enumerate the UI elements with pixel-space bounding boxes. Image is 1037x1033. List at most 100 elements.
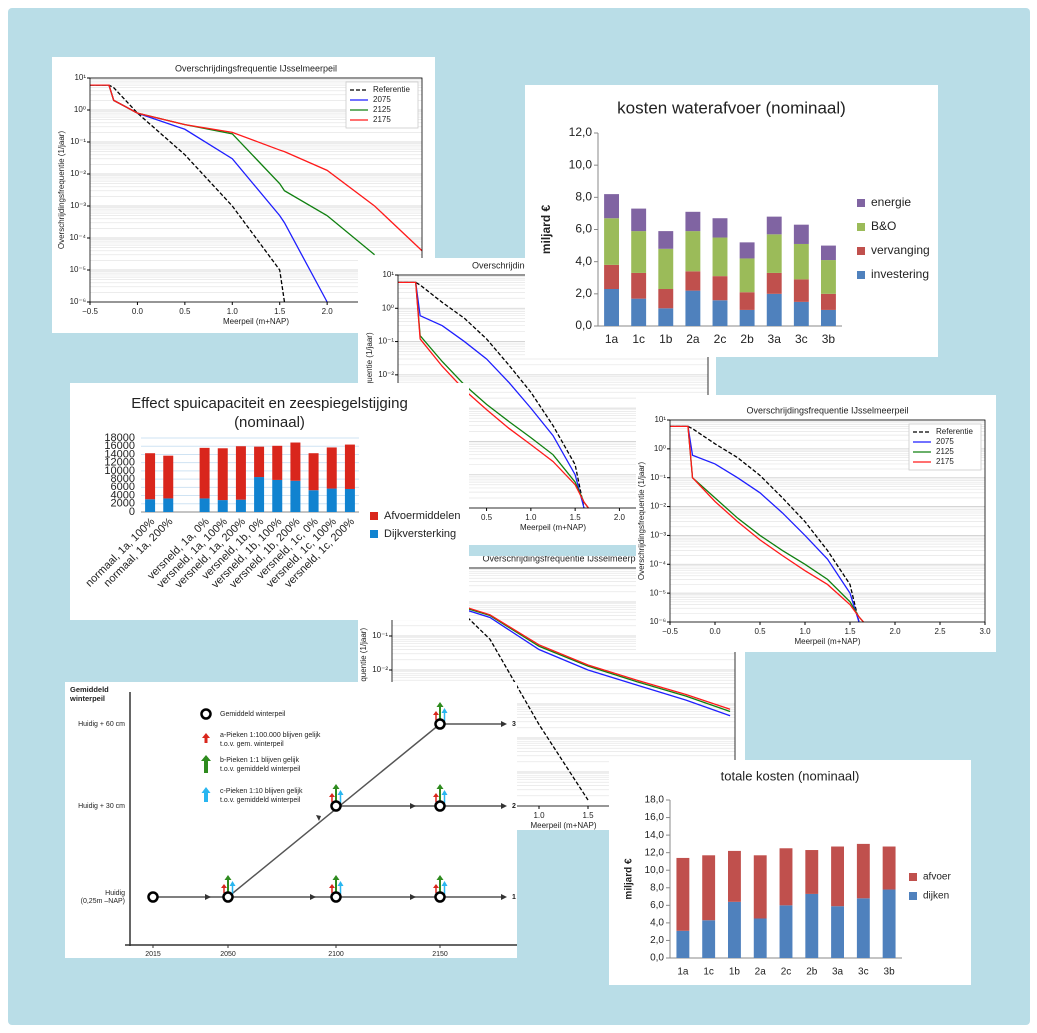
legend-marker	[200, 708, 212, 720]
y-tick-label: 4,0	[575, 254, 592, 268]
bar-segment	[712, 218, 728, 238]
peak-arrow	[433, 793, 439, 802]
legend-swatch	[857, 199, 865, 207]
chart-title: totale kosten (nominaal)	[721, 768, 860, 783]
bar-segment	[882, 846, 896, 890]
bar-segment	[702, 920, 716, 958]
y-tick-label: 2,0	[575, 286, 592, 300]
x-tick-label: 1.5	[570, 513, 582, 522]
legend-text: t.o.v. gem. winterpeil	[220, 741, 284, 748]
bar-segment	[766, 293, 782, 326]
bar-segment	[685, 290, 701, 326]
x-axis-label: Meerpeil (m+NAP)	[223, 317, 289, 326]
y-tick-label: 10⁻³	[70, 201, 86, 210]
bar-segment	[728, 901, 741, 958]
y-tick-label: 8,0	[575, 190, 592, 204]
bar-segment	[326, 447, 337, 489]
bar-segment	[235, 499, 246, 512]
peak-arrow	[441, 708, 448, 721]
y-tick-label: 10,0	[569, 157, 593, 171]
bar-segment	[676, 857, 690, 931]
series-line	[398, 281, 589, 509]
legend-label: Dijkversterking	[384, 528, 456, 540]
x-axis-label: Meerpeil (m+NAP)	[520, 523, 586, 532]
series-line	[670, 425, 864, 623]
legend-label: 2175	[373, 115, 391, 124]
x-tick-label: 2.0	[889, 627, 901, 636]
legend-label: Referentie	[373, 85, 410, 94]
chart-title: kosten waterafvoer (nominaal)	[617, 98, 846, 117]
bar-segment	[145, 453, 156, 500]
bar-segment	[793, 301, 809, 326]
bar-segment	[739, 258, 755, 293]
y-tick-label: 10⁻¹	[650, 473, 666, 482]
level-label: Huidig + 30 cm	[78, 803, 125, 810]
bar-segment	[779, 848, 793, 906]
bar-segment	[217, 448, 228, 501]
y-tick-label: 10⁻²	[70, 169, 86, 178]
arrowhead	[410, 894, 416, 900]
x-tick-label: 1b	[729, 967, 741, 978]
peak-arrow	[337, 881, 344, 894]
diagram-title: Gemiddeld	[70, 685, 109, 694]
y-axis-label: miljard €	[624, 858, 635, 900]
level-label: (0,25m –NAP)	[81, 898, 125, 905]
y-tick-label: 10⁻⁴	[649, 559, 666, 568]
x-tick-label: 3a	[768, 332, 782, 346]
y-axis-label: miljard €	[539, 205, 553, 255]
x-tick-label: 2.0	[614, 513, 626, 522]
y-tick-label: 6,0	[650, 900, 664, 911]
level-point	[330, 800, 342, 812]
y-tick-label: 10,0	[645, 865, 665, 876]
legend-text: b-Pieken 1:1 blijven gelijk	[220, 757, 299, 764]
y-tick-label: 10⁻¹	[378, 337, 394, 346]
bar-segment	[820, 293, 836, 310]
peak-arrow	[229, 881, 236, 894]
y-tick-label: 10⁰	[74, 105, 86, 114]
y-tick-label: 10⁻²	[650, 502, 666, 511]
legend-swatch	[857, 271, 865, 279]
legend-label: B&O	[871, 219, 896, 233]
x-tick-label: 1.0	[533, 811, 545, 820]
y-tick-label: 2000	[111, 498, 135, 510]
x-tick-label: 0.5	[754, 627, 766, 636]
y-tick-label: 8000	[111, 473, 135, 485]
bar-segment	[290, 442, 301, 481]
peak-arrow	[329, 884, 335, 893]
y-tick-label: 0,0	[575, 318, 592, 332]
scenario-diagram: Gemiddeld winterpeil Huidig + 60 cm Huid…	[65, 682, 517, 958]
peak-arrow	[329, 793, 335, 802]
y-tick-label: 14000	[104, 448, 135, 460]
y-tick-label: 2,0	[650, 935, 664, 946]
arrowhead	[501, 721, 507, 727]
bar-segment	[658, 231, 674, 249]
x-tick-label: 1.0	[525, 513, 537, 522]
bar-chart: 0,0 2,0 4,0 6,0 8,0 10,0 12,0 14,0 16,0 18,0 1a 1c 1…	[609, 760, 971, 985]
y-tick-label: 18,0	[645, 795, 665, 806]
line-chart: 10⁻⁶ 10⁻⁵ 10⁻⁴ 10⁻³ 10⁻² 10⁻¹ 10⁰ 10¹ −0.5 0.0 0.5…	[636, 395, 996, 652]
bar-segment	[631, 298, 647, 326]
y-tick-label: 10⁻¹	[70, 137, 86, 146]
x-tick-label: 2.0	[322, 307, 334, 316]
bar-segment	[235, 446, 246, 500]
legend-swatch	[370, 512, 378, 520]
y-tick-label: 12,0	[569, 125, 593, 139]
y-tick-label: 12,0	[645, 847, 665, 858]
legend-swatch	[909, 873, 917, 881]
x-tick-label: 2.5	[934, 627, 946, 636]
bar-segment	[344, 488, 355, 512]
bar-segment	[604, 289, 620, 326]
year-label: 2150	[432, 951, 448, 958]
bar-segment	[712, 300, 728, 326]
peak-arrow	[332, 875, 340, 893]
legend-label: dijken	[923, 891, 949, 902]
bar-segment	[739, 309, 755, 326]
legend-text: Gemiddeld winterpeil	[220, 711, 286, 718]
series-line	[398, 281, 585, 509]
level-point	[434, 891, 446, 903]
legend-label: Referentie	[936, 427, 973, 436]
bar-segment	[631, 231, 647, 273]
bar-segment	[163, 498, 174, 512]
x-tick-label: 1a	[677, 967, 689, 978]
